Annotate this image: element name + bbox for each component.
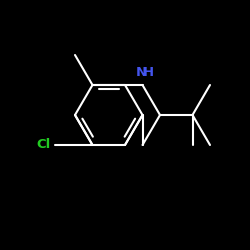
Text: H: H: [142, 66, 154, 80]
Text: N: N: [136, 66, 147, 79]
Text: Cl: Cl: [36, 138, 51, 151]
